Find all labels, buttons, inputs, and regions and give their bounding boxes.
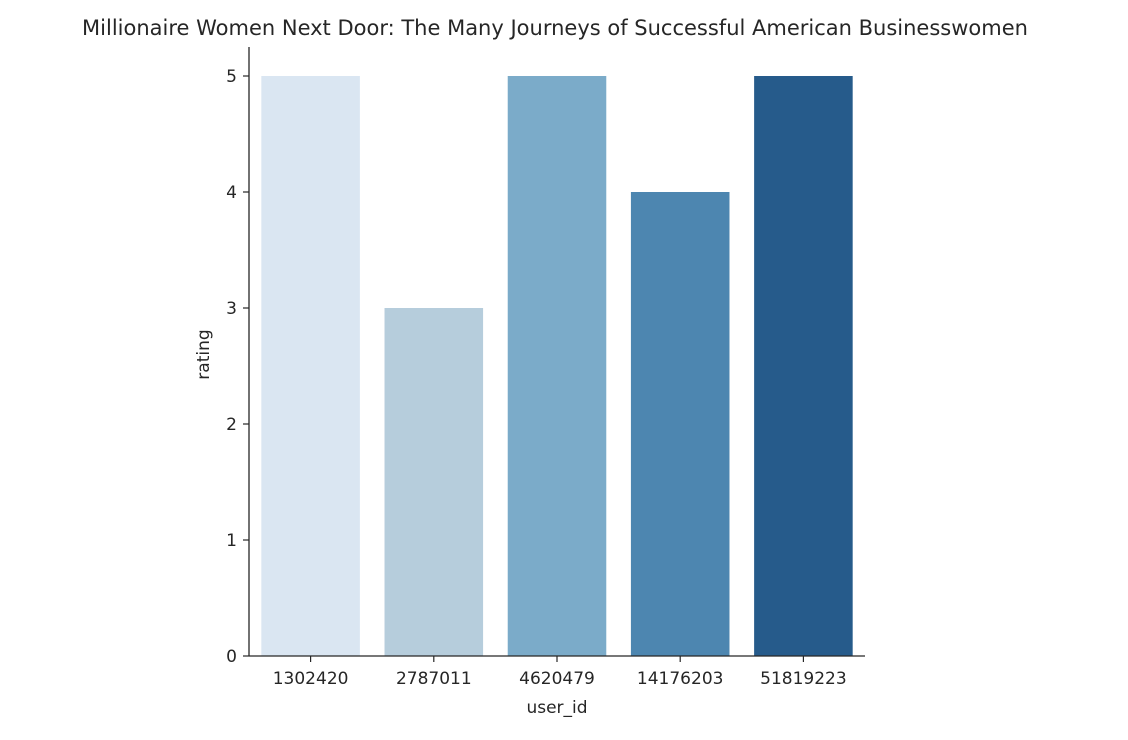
y-tick-label: 3: [226, 299, 237, 319]
bar-14176203: [630, 192, 730, 656]
bar-4620479: [507, 76, 607, 656]
bar-1302420: [261, 76, 360, 656]
x-tick-label: 1302420: [273, 669, 349, 689]
y-tick-label: 1: [226, 531, 237, 551]
chart-title: Millionaire Women Next Door: The Many Jo…: [82, 16, 1028, 40]
y-ticks-group: 0 1 2 3 4 5: [226, 67, 249, 667]
x-tick-label: 14176203: [637, 669, 724, 689]
x-tick-label: 51819223: [760, 669, 847, 689]
x-ticks-group: 1302420 2787011 4620479 14176203 51819223: [273, 656, 847, 689]
bar-51819223: [754, 76, 853, 656]
y-tick-label: 0: [226, 647, 237, 667]
bar-2787011: [384, 308, 484, 656]
x-tick-label: 2787011: [396, 669, 472, 689]
y-tick-label: 2: [226, 415, 237, 435]
y-axis-label: rating: [194, 329, 214, 379]
x-axis-label: user_id: [526, 698, 587, 718]
y-tick-label: 5: [226, 67, 237, 87]
bars-group: [261, 76, 853, 656]
y-tick-label: 4: [226, 183, 237, 203]
x-tick-label: 4620479: [519, 669, 595, 689]
